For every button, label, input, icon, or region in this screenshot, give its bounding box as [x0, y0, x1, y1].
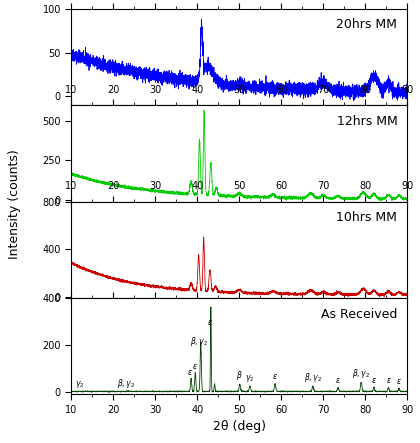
Text: As Received: As Received	[321, 307, 397, 321]
Text: $\varepsilon$: $\varepsilon$	[187, 368, 193, 377]
Text: $\beta,\gamma_2$: $\beta,\gamma_2$	[304, 371, 322, 384]
Text: $\varepsilon$: $\varepsilon$	[192, 362, 198, 371]
Text: 12hrs MM: 12hrs MM	[336, 115, 397, 128]
Text: $\beta,\gamma_2$: $\beta,\gamma_2$	[117, 377, 135, 390]
Text: $\varepsilon$: $\varepsilon$	[371, 376, 377, 385]
Text: $\varepsilon$: $\varepsilon$	[272, 373, 278, 381]
Text: $\gamma_2$: $\gamma_2$	[75, 379, 84, 390]
Text: $\varepsilon$: $\varepsilon$	[396, 377, 402, 386]
Text: $\varepsilon$: $\varepsilon$	[335, 377, 341, 385]
Text: $\varepsilon$: $\varepsilon$	[207, 318, 213, 327]
Text: Intensity (counts): Intensity (counts)	[8, 149, 21, 259]
Text: $\beta,\gamma_2$: $\beta,\gamma_2$	[190, 335, 209, 349]
Text: 10hrs MM: 10hrs MM	[336, 211, 397, 224]
Text: $\gamma_2$: $\gamma_2$	[245, 373, 255, 384]
Text: $\varepsilon$: $\varepsilon$	[386, 377, 391, 385]
Text: 20hrs MM: 20hrs MM	[336, 19, 397, 31]
Text: $\beta$: $\beta$	[236, 369, 243, 382]
X-axis label: 2θ (deg): 2θ (deg)	[213, 420, 266, 433]
Text: $\beta,\gamma_2$: $\beta,\gamma_2$	[352, 367, 370, 380]
